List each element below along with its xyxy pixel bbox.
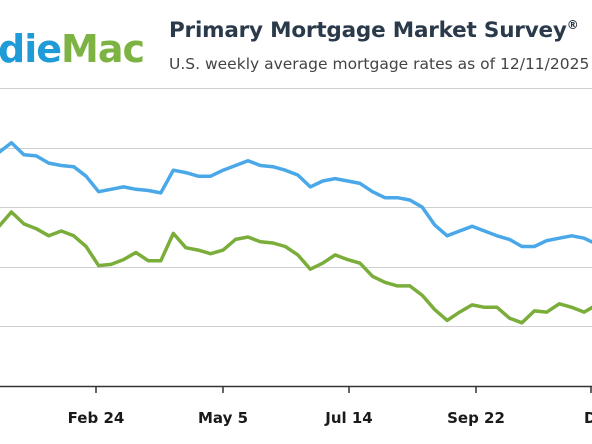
x-tick-labels: Feb 24 May 5 Jul 14 Sep 22 D	[68, 409, 592, 427]
chart-header: dieMac Primary Mortgage Market Survey® U…	[0, 0, 592, 88]
registered-mark: ®	[566, 18, 579, 32]
x-tick-label: Sep 22	[447, 409, 505, 427]
series-line-upper	[0, 141, 592, 249]
chart-subtitle: U.S. weekly average mortgage rates as of…	[169, 55, 590, 73]
logo-text-part1: die	[0, 27, 62, 71]
x-tick-label: Jul 14	[324, 409, 373, 427]
gridlines	[0, 88, 592, 327]
x-tick-label: May 5	[198, 409, 248, 427]
series-line-lower	[0, 210, 592, 325]
freddie-mac-logo: dieMac	[0, 26, 145, 72]
x-tick-label: D	[584, 409, 592, 427]
chart-title: Primary Mortgage Market Survey®	[169, 18, 579, 43]
x-tick-label: Feb 24	[68, 409, 125, 427]
chart-title-text: Primary Mortgage Market Survey	[169, 18, 567, 44]
logo-text-part2: Mac	[61, 27, 145, 71]
x-axis	[0, 385, 592, 393]
series-lines	[0, 141, 592, 325]
